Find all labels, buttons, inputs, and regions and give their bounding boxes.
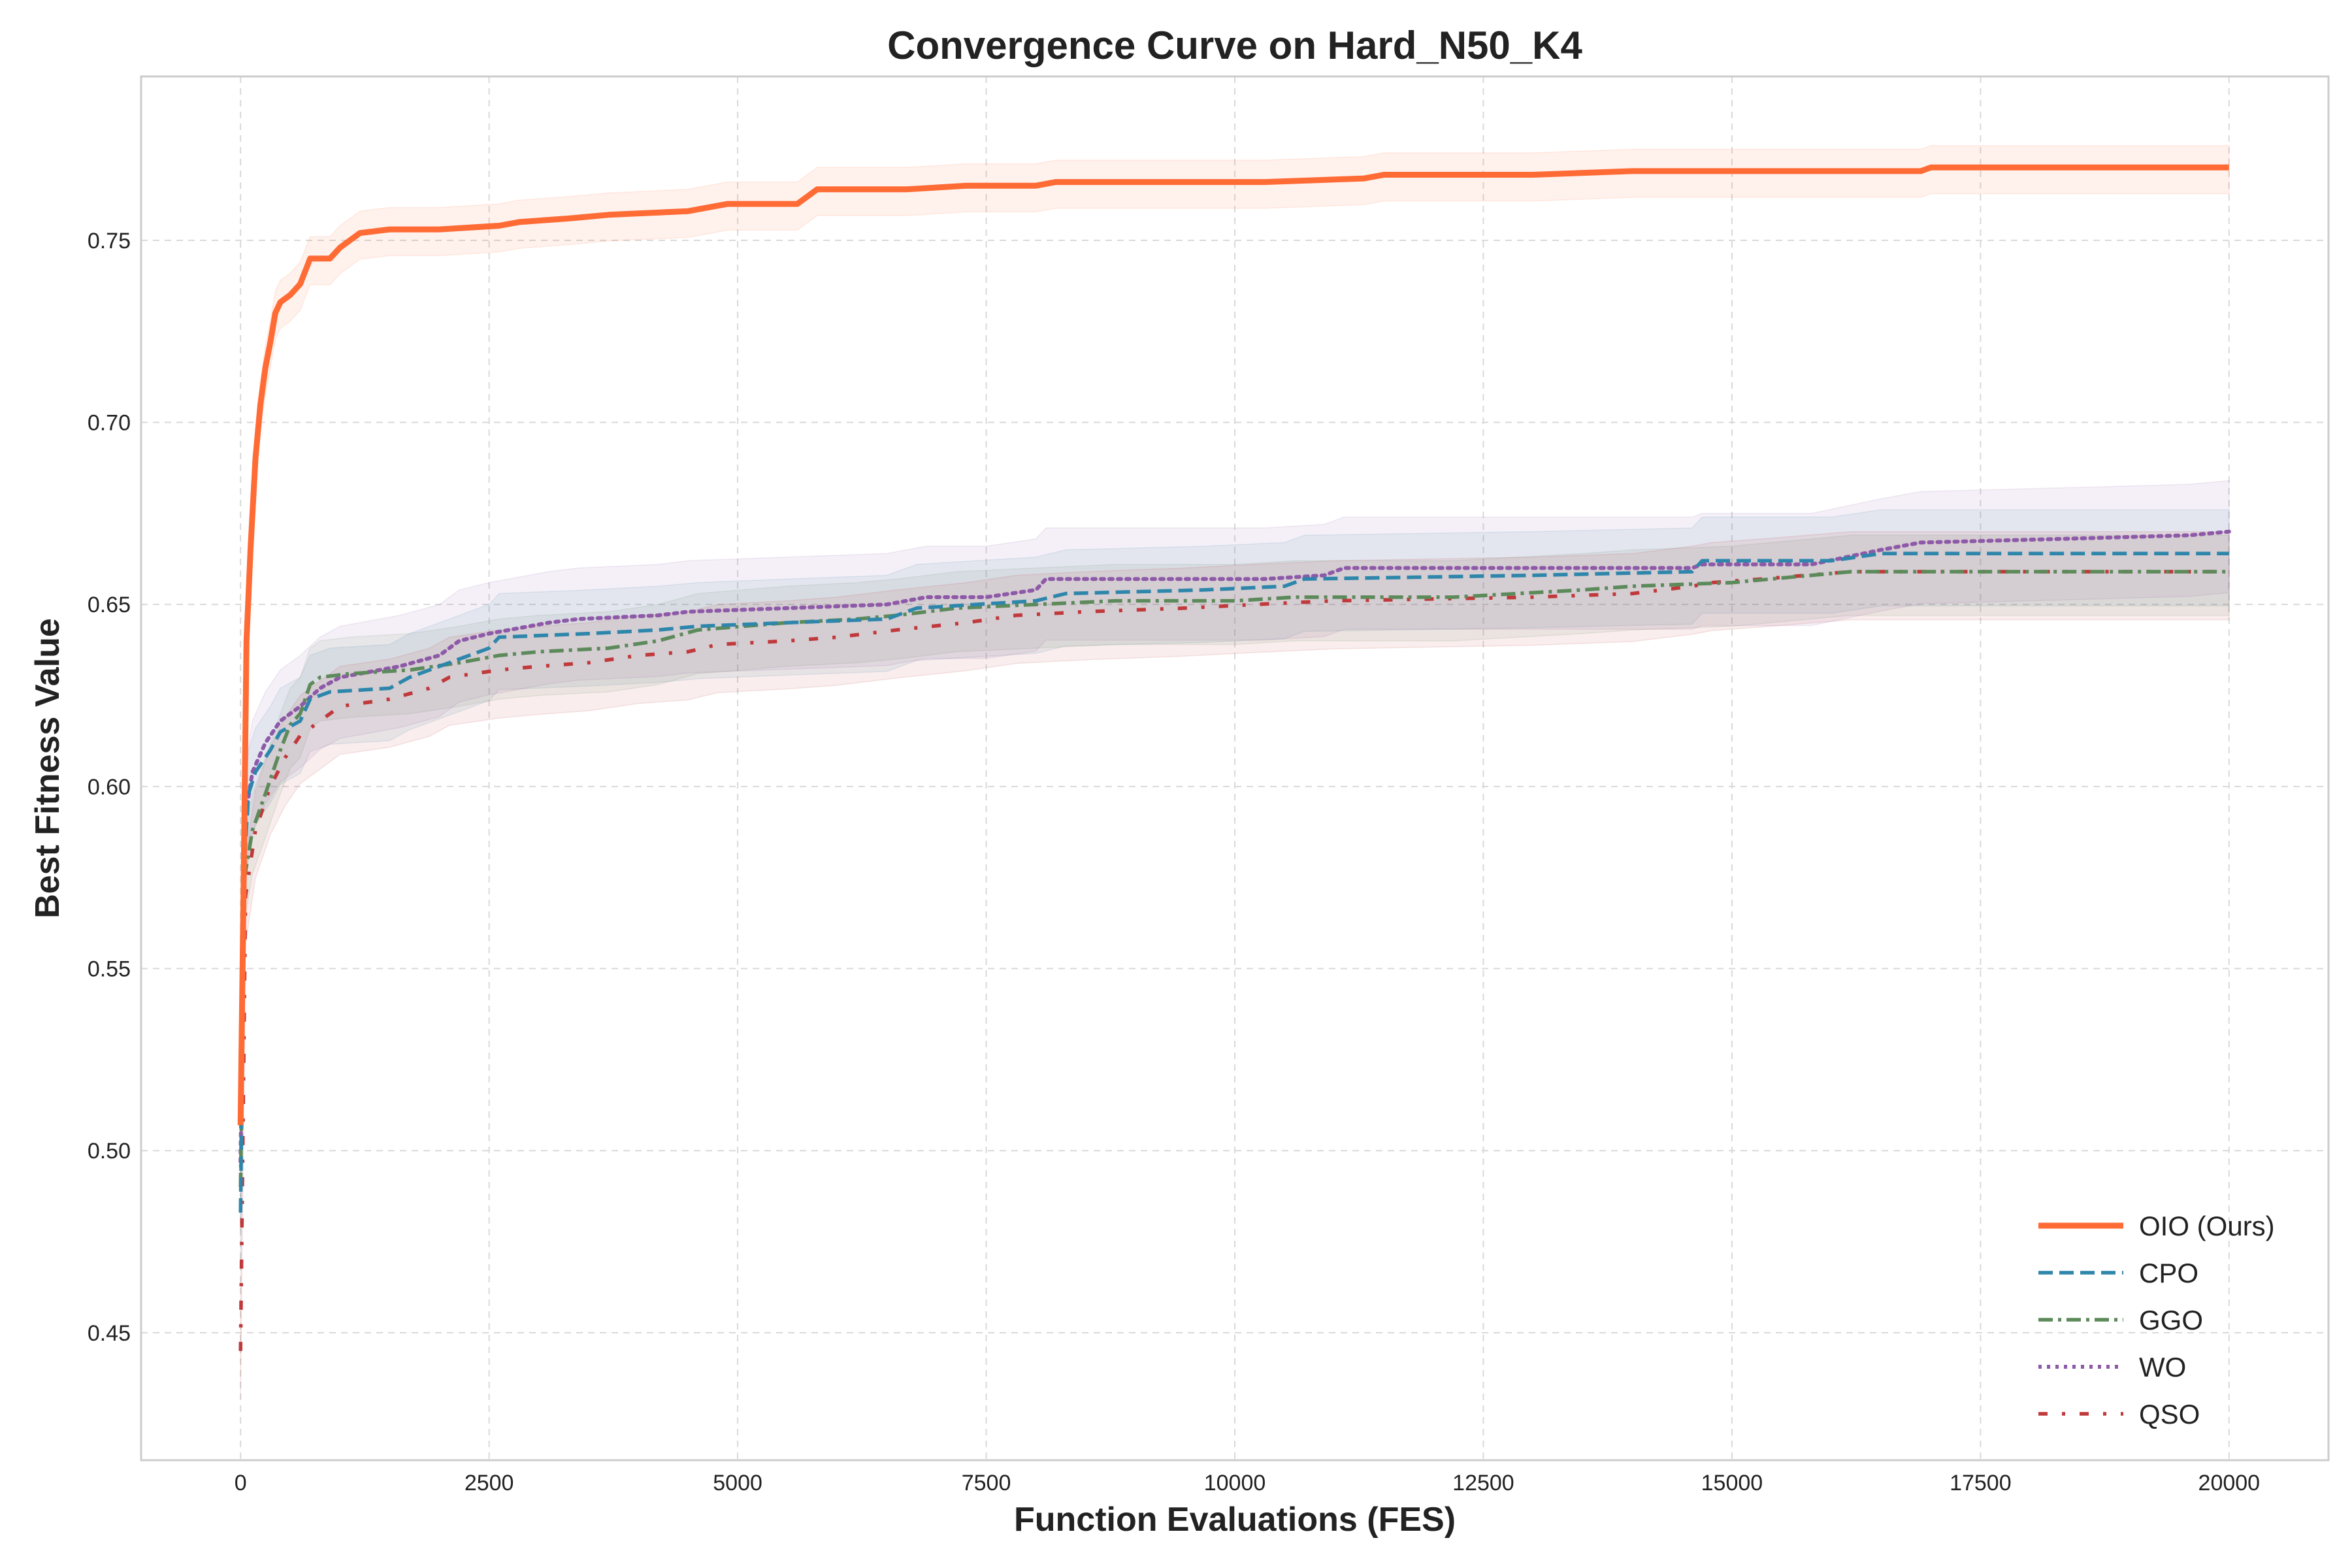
x-tick-label: 20000 (2198, 1471, 2261, 1495)
y-tick-label: 0.55 (88, 957, 131, 982)
x-tick-label: 7500 (962, 1471, 1011, 1495)
band-ggo (240, 534, 2230, 1231)
x-tick-label: 17500 (1950, 1471, 2012, 1495)
band-oio-ours (240, 145, 2230, 1152)
x-tick-label: 15000 (1701, 1471, 1763, 1495)
y-tick-label: 0.65 (88, 593, 131, 617)
y-axis-title: Best Fitness Value (29, 618, 67, 919)
confidence-bands (240, 145, 2230, 1399)
x-tick-label: 10000 (1204, 1471, 1266, 1495)
legend-label: CPO (2139, 1258, 2198, 1288)
chart-title: Convergence Curve on Hard_N50_K4 (887, 24, 1582, 67)
y-tick-label: 0.75 (88, 229, 131, 253)
grid-lines (141, 76, 2328, 1460)
y-tick-label: 0.45 (88, 1321, 131, 1346)
x-tick-label: 12500 (1452, 1471, 1514, 1495)
x-tick-label: 2500 (465, 1471, 514, 1495)
x-axis-ticks: 0 2500 5000 7500 10000 12500 15000 17500 20000 (235, 1471, 2260, 1495)
x-tick-label: 0 (235, 1471, 247, 1495)
band-cpo (240, 509, 2230, 1266)
band-wo (240, 480, 2230, 1223)
legend-label: GGO (2139, 1305, 2203, 1335)
y-axis-ticks: 0.45 0.50 0.55 0.60 0.65 0.70 0.75 (88, 229, 131, 1346)
legend-label: WO (2139, 1352, 2186, 1382)
x-tick-label: 5000 (713, 1471, 762, 1495)
series-line-cpo (238, 551, 2229, 1213)
y-tick-label: 0.60 (88, 775, 131, 800)
legend-label: QSO (2139, 1399, 2200, 1429)
plot-frame (140, 75, 2330, 1462)
legend-label: OIO (Ours) (2139, 1211, 2275, 1241)
x-axis-title: Function Evaluations (FES) (1014, 1501, 1456, 1539)
legend: OIO (Ours) CPO GGO WO QSO (2038, 1211, 2275, 1429)
y-tick-label: 0.50 (88, 1139, 131, 1164)
series-lines (237, 164, 2231, 1351)
y-tick-label: 0.70 (88, 411, 131, 436)
series-line-ggo (238, 570, 2229, 1188)
series-line-oio-ours (237, 164, 2229, 1126)
series-line-wo (238, 529, 2231, 1164)
